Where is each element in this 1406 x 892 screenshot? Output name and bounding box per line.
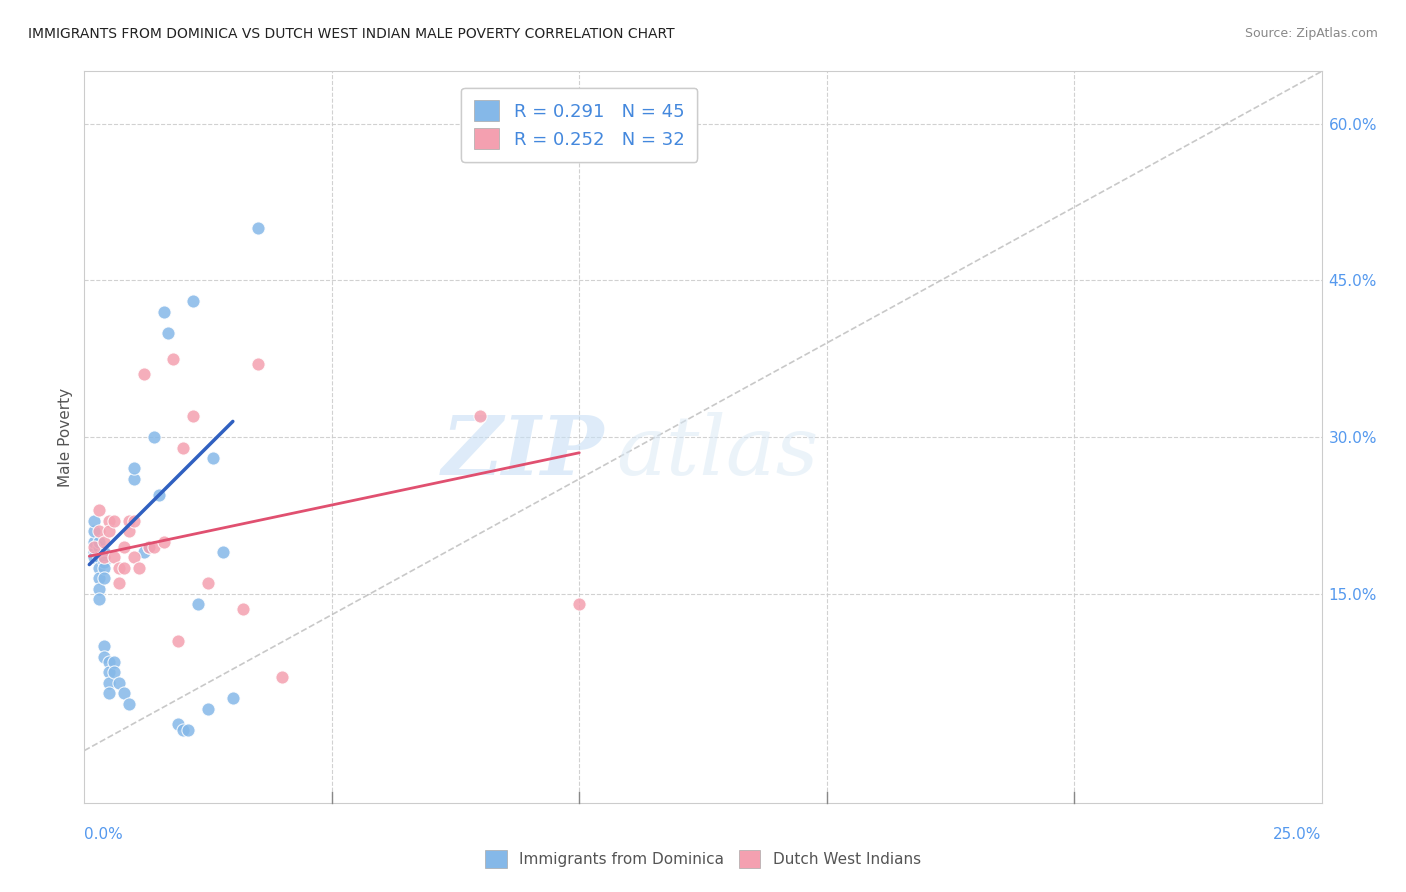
Point: [89, 582, 111, 596]
Point: [246, 357, 269, 371]
Point: [89, 571, 111, 585]
Point: [157, 326, 180, 340]
Point: [172, 723, 194, 737]
Point: [138, 540, 160, 554]
Point: [118, 524, 141, 538]
Legend: R = 0.291   N = 45, R = 0.252   N = 32: R = 0.291 N = 45, R = 0.252 N = 32: [461, 87, 697, 162]
Point: [142, 540, 165, 554]
Point: [172, 441, 194, 455]
Point: [93, 550, 115, 565]
Point: [89, 534, 111, 549]
Point: [181, 409, 204, 424]
Point: [470, 409, 492, 424]
Point: [83, 524, 105, 538]
Point: [89, 524, 111, 538]
Y-axis label: Male Poverty: Male Poverty: [58, 387, 73, 487]
Point: [128, 560, 150, 574]
Point: [103, 514, 125, 528]
Point: [89, 550, 111, 565]
Point: [118, 514, 141, 528]
Point: [83, 540, 105, 554]
Point: [162, 351, 184, 366]
Point: [83, 514, 105, 528]
Point: [122, 514, 145, 528]
Point: [181, 294, 204, 309]
Point: [568, 597, 591, 611]
Point: [222, 691, 245, 706]
Point: [98, 655, 121, 669]
Point: [98, 665, 121, 680]
Point: [98, 524, 121, 538]
Point: [132, 368, 155, 382]
Point: [271, 670, 294, 684]
Point: [103, 550, 125, 565]
Point: [93, 571, 115, 585]
Point: [152, 304, 174, 318]
Point: [197, 576, 219, 591]
Point: [122, 550, 145, 565]
Point: [152, 534, 174, 549]
Point: [98, 686, 121, 700]
Text: 25.0%: 25.0%: [1274, 827, 1322, 841]
Point: [93, 649, 115, 664]
Point: [232, 602, 254, 616]
Point: [202, 450, 225, 465]
Point: [197, 702, 219, 716]
Point: [83, 545, 105, 559]
Point: [112, 540, 135, 554]
Point: [167, 717, 190, 731]
Point: [108, 560, 131, 574]
Point: [93, 560, 115, 574]
Point: [83, 534, 105, 549]
Text: IMMIGRANTS FROM DOMINICA VS DUTCH WEST INDIAN MALE POVERTY CORRELATION CHART: IMMIGRANTS FROM DOMINICA VS DUTCH WEST I…: [28, 27, 675, 41]
Point: [122, 472, 145, 486]
Point: [98, 675, 121, 690]
Legend: Immigrants from Dominica, Dutch West Indians: Immigrants from Dominica, Dutch West Ind…: [478, 843, 928, 875]
Point: [118, 697, 141, 711]
Point: [246, 221, 269, 235]
Point: [108, 576, 131, 591]
Point: [212, 545, 235, 559]
Text: ZIP: ZIP: [441, 412, 605, 491]
Point: [103, 655, 125, 669]
Point: [167, 633, 190, 648]
Point: [89, 540, 111, 554]
Point: [187, 597, 209, 611]
Point: [138, 540, 160, 554]
Point: [142, 430, 165, 444]
Point: [122, 461, 145, 475]
Point: [98, 514, 121, 528]
Point: [132, 545, 155, 559]
Point: [93, 639, 115, 653]
Point: [177, 723, 200, 737]
Text: 0.0%: 0.0%: [84, 827, 124, 841]
Text: Source: ZipAtlas.com: Source: ZipAtlas.com: [1244, 27, 1378, 40]
Point: [83, 550, 105, 565]
Text: atlas: atlas: [616, 412, 818, 491]
Point: [112, 560, 135, 574]
Point: [93, 534, 115, 549]
Point: [93, 545, 115, 559]
Point: [89, 503, 111, 517]
Point: [108, 675, 131, 690]
Point: [93, 556, 115, 570]
Point: [148, 487, 170, 501]
Point: [89, 592, 111, 607]
Point: [112, 686, 135, 700]
Point: [89, 560, 111, 574]
Point: [103, 665, 125, 680]
